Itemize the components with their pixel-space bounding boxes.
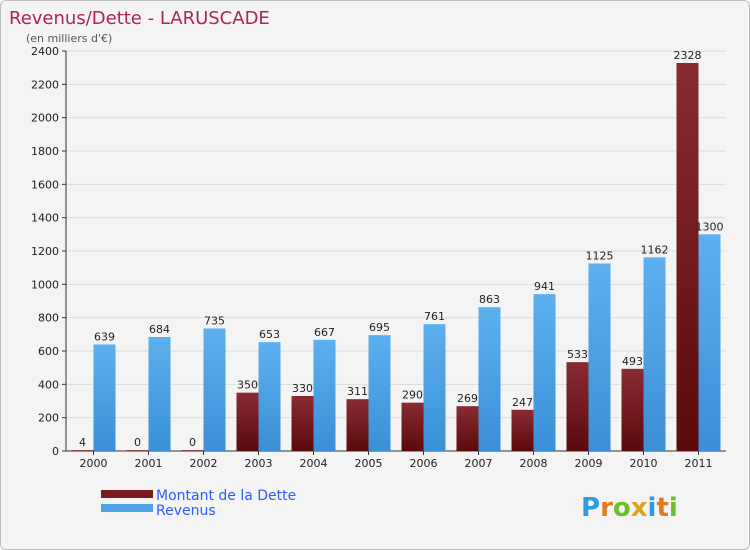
value-label: 311 (347, 385, 368, 398)
value-label: 1162 (641, 243, 669, 256)
chart-subtitle: (en milliers d'€) (26, 32, 112, 45)
bar-dette (236, 392, 259, 451)
value-label: 350 (237, 379, 258, 392)
y-tick-label: 200 (38, 412, 59, 425)
y-tick-label: 1400 (31, 212, 59, 225)
x-tick-label: 2004 (300, 457, 328, 470)
value-label: 290 (402, 389, 423, 402)
x-tick-label: 2010 (630, 457, 658, 470)
legend-label-revenus: Revenus (156, 503, 216, 519)
value-label: 1125 (586, 250, 614, 263)
bar-revenus (313, 339, 336, 451)
value-label: 4 (79, 436, 86, 449)
value-label: 667 (314, 326, 335, 339)
x-tick-label: 2009 (575, 457, 603, 470)
y-tick-label: 800 (38, 312, 59, 325)
bar-revenus (698, 234, 721, 451)
value-label: 247 (512, 396, 533, 409)
x-tick-label: 2003 (245, 457, 273, 470)
value-label: 2328 (674, 49, 702, 62)
bar-dette (676, 63, 699, 451)
y-tick-label: 2200 (31, 78, 59, 91)
y-tick-label: 0 (52, 445, 59, 458)
x-tick-label: 2011 (685, 457, 713, 470)
x-tick-labels: 2000 2001 2002 2003 2004 2005 2006 2007 2008 2009… (80, 457, 713, 470)
bar-dette (291, 396, 314, 451)
y-tick-label: 400 (38, 378, 59, 391)
value-label: 863 (479, 293, 500, 306)
logo-letter: x (631, 493, 648, 523)
x-tick-label: 2000 (80, 457, 108, 470)
bar-dette (181, 450, 204, 451)
bar-revenus (643, 257, 666, 451)
value-label: 941 (534, 280, 555, 293)
proxiti-logo: Proxiti (581, 493, 678, 523)
legend-swatch-revenus (101, 504, 153, 512)
logo-letter: i (669, 493, 678, 523)
bar-revenus (478, 307, 501, 451)
bar-revenus (93, 344, 116, 451)
legend-label-dette: Montant de la Dette (156, 488, 296, 504)
y-tick-label: 600 (38, 345, 59, 358)
data-labels: 4 639 0 684 0 735 350 653 330 667 311 695 290 761 269 8… (79, 49, 724, 449)
x-tick-label: 2001 (135, 457, 163, 470)
bar-dette (346, 399, 369, 451)
bars (71, 63, 721, 451)
logo-letter: o (613, 493, 631, 523)
y-tick-labels: 0 200 400 600 800 1000 1200 1400 1600 1800 2000 220… (31, 45, 59, 458)
legend-swatch-dette (101, 490, 153, 498)
bar-revenus (588, 263, 611, 451)
bar-revenus (148, 337, 171, 451)
y-tick-label: 2000 (31, 112, 59, 125)
bar-dette (401, 402, 424, 451)
axes (62, 50, 726, 455)
y-tick-label: 1000 (31, 278, 59, 291)
value-label: 639 (94, 331, 115, 344)
value-label: 684 (149, 323, 170, 336)
value-label: 269 (457, 392, 478, 405)
bar-dette (71, 450, 94, 451)
x-tick-label: 2005 (355, 457, 383, 470)
logo-letter: P (581, 493, 600, 523)
value-label: 695 (369, 321, 390, 334)
bar-dette (621, 368, 644, 451)
value-label: 735 (204, 315, 225, 328)
value-label: 0 (134, 436, 141, 449)
bar-dette (456, 406, 479, 451)
y-tick-label: 1200 (31, 245, 59, 258)
value-label: 1300 (696, 220, 724, 233)
grid (66, 50, 726, 452)
bar-revenus (203, 328, 226, 451)
bar-revenus (368, 335, 391, 451)
logo-letter: t (656, 493, 668, 523)
value-label: 761 (424, 310, 445, 323)
y-tick-label: 1800 (31, 145, 59, 158)
x-tick-label: 2008 (520, 457, 548, 470)
value-label: 330 (292, 382, 313, 395)
y-tick-label: 1600 (31, 178, 59, 191)
value-label: 533 (567, 348, 588, 361)
bar-revenus (533, 294, 556, 451)
bar-dette (566, 362, 589, 451)
bar-dette (126, 450, 149, 451)
x-tick-label: 2002 (190, 457, 218, 470)
bar-revenus (423, 324, 446, 451)
value-label: 653 (259, 328, 280, 341)
chart-title: Revenus/Dette - LARUSCADE (9, 8, 270, 29)
bar-revenus (258, 342, 281, 451)
bar-dette (511, 409, 534, 451)
logo-letter: i (648, 493, 657, 523)
value-label: 0 (189, 436, 196, 449)
x-tick-label: 2007 (465, 457, 493, 470)
y-tick-label: 2400 (31, 45, 59, 58)
logo-letter: r (600, 493, 613, 523)
x-tick-label: 2006 (410, 457, 438, 470)
legend: Montant de la Dette Revenus (101, 488, 296, 519)
value-label: 493 (622, 355, 643, 368)
